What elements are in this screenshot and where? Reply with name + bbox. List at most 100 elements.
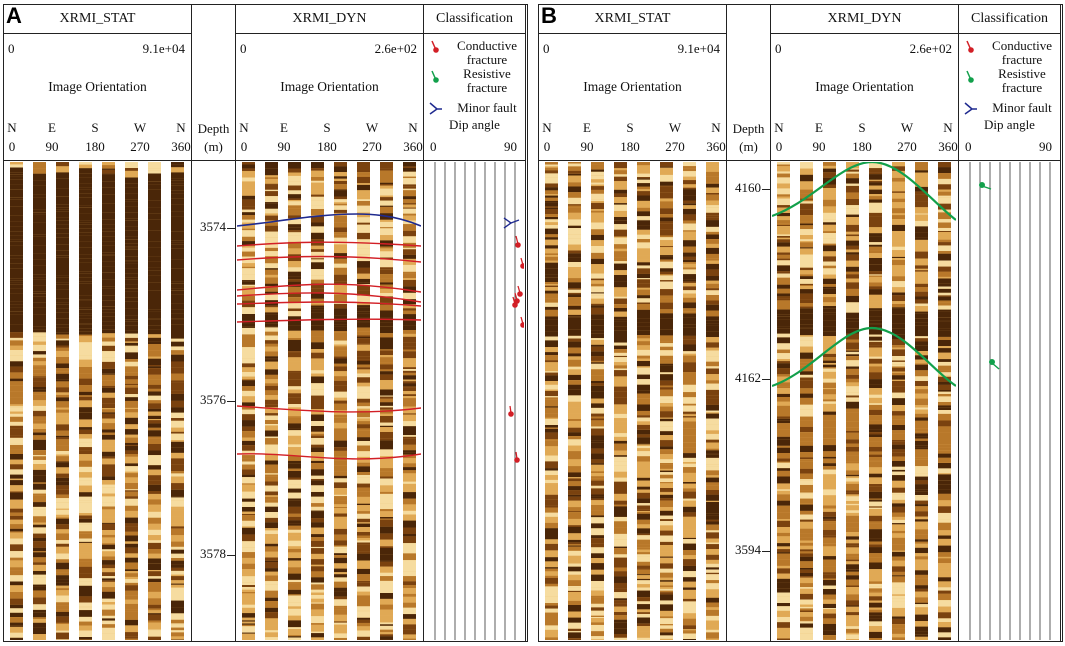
depth-unit: (m) [204, 139, 223, 154]
classification-title: Classification [971, 11, 1048, 26]
dyn-image-b [772, 162, 957, 640]
orientation-label: Image Orientation [583, 79, 682, 94]
dir-label: S [626, 120, 634, 135]
resistive-fracture-trace [772, 162, 956, 221]
conductive-tadpole [508, 405, 514, 417]
deg-label: 90 [45, 139, 59, 154]
conductive-fracture-trace [237, 301, 421, 307]
orientation-label: Image Orientation [815, 79, 914, 94]
depth-tick: 3594 [735, 542, 770, 558]
dir-label: N [774, 120, 784, 135]
deg-label: 0 [543, 139, 551, 154]
stat-image-b [540, 162, 725, 640]
deg-label: 360 [706, 139, 726, 154]
legend-fault-label: Minor fault [992, 100, 1052, 115]
deg-label: 270 [130, 139, 150, 154]
depth-track-a: Depth (m) 3574 3576 3578 [192, 5, 236, 641]
classification-track-a: Classification Conductive fracture Resis… [424, 5, 526, 641]
panel-a: XRMI_STAT 0 9.1e+04 Image Orientation N … [3, 3, 528, 642]
deg-label: 180 [85, 139, 105, 154]
panel-label-b: B [541, 3, 557, 28]
dip-scale-min: 0 [965, 139, 972, 154]
stat-scale-min: 0 [543, 41, 550, 56]
conductive-fracture-trace [237, 405, 421, 413]
conductive-tadpole [515, 235, 521, 248]
deg-label: 360 [938, 139, 958, 154]
dir-label: S [323, 120, 331, 135]
dip-angle-label: Dip angle [984, 117, 1035, 132]
dyn-track-a: XRMI_DYN 0 2.6e+02 Image Orientation N E… [236, 5, 424, 641]
dip-angle-label: Dip angle [449, 117, 500, 132]
depth-tick: 3574 [200, 219, 235, 235]
dir-label: N [239, 120, 249, 135]
deg-label: 360 [403, 139, 423, 154]
dip-scale-max: 90 [1039, 139, 1052, 154]
depth-tick: 4160 [735, 180, 770, 196]
deg-label: 180 [620, 139, 640, 154]
deg-label: 0 [8, 139, 16, 154]
panel-b: XRMI_STAT 0 9.1e+04 Image Orientation N … [538, 3, 1063, 642]
dir-label: N [943, 120, 953, 135]
deg-label: 270 [362, 139, 382, 154]
dir-label: W [133, 120, 147, 135]
dir-label: W [365, 120, 379, 135]
orientation-label: Image Orientation [48, 79, 147, 94]
stat-scale-max: 9.1e+04 [142, 41, 185, 56]
deg-label: 90 [812, 139, 826, 154]
stat-title: XRMI_STAT [59, 11, 136, 26]
dyn-title: XRMI_DYN [827, 11, 902, 26]
deg-label: 0 [775, 139, 783, 154]
dyn-scale-min: 0 [775, 41, 782, 56]
deg-label: 90 [580, 139, 594, 154]
dyn-image-a [237, 162, 422, 640]
dir-label: N [176, 120, 186, 135]
resistive-tadpole [979, 182, 992, 190]
depth-header: Depth [197, 121, 230, 136]
classification-title: Classification [436, 11, 513, 26]
dyn-track-b: XRMI_DYN 0 2.6e+02 Image Orientation N E… [771, 5, 959, 641]
dir-label: E [48, 120, 56, 135]
conductive-fracture-trace [237, 241, 421, 247]
dir-label: W [900, 120, 914, 135]
stat-scale-min: 0 [8, 41, 15, 56]
dip-scale-max: 90 [504, 139, 517, 154]
depth-tick: 3578 [200, 546, 235, 562]
conductive-tadpole [520, 257, 524, 269]
conductive-fracture-trace [237, 255, 421, 263]
dip-track-b [960, 162, 1059, 640]
conductive-tadpole [520, 316, 524, 328]
stat-track-b: XRMI_STAT 0 9.1e+04 Image Orientation N … [539, 5, 727, 641]
fault-trace [237, 213, 421, 227]
dir-label: N [7, 120, 17, 135]
conductive-fracture-trace [237, 283, 421, 293]
dir-label: W [668, 120, 682, 135]
dyn-title: XRMI_DYN [292, 11, 367, 26]
dip-scale-min: 0 [430, 139, 437, 154]
dyn-scale-max: 2.6e+02 [909, 41, 952, 56]
dip-track-a [425, 162, 524, 640]
dir-label: N [711, 120, 721, 135]
deg-label: 0 [240, 139, 248, 154]
legend-fault-label: Minor fault [457, 100, 517, 115]
orientation-label: Image Orientation [280, 79, 379, 94]
resistive-tadpole [989, 359, 1000, 370]
conductive-fracture-trace [237, 453, 421, 460]
dir-label: N [408, 120, 418, 135]
panel-label-a: A [6, 3, 22, 28]
legend-resistive-label: Resistive fracture [463, 66, 511, 95]
deg-label: 270 [665, 139, 685, 154]
legend-conductive-label: Conductive fracture [457, 38, 517, 67]
depth-header: Depth [732, 121, 765, 136]
conductive-fracture-trace [237, 318, 421, 323]
deg-label: 90 [277, 139, 291, 154]
conductive-tadpole [514, 292, 520, 304]
fault-tadpole [503, 217, 520, 229]
dyn-scale-min: 0 [240, 41, 247, 56]
stat-title: XRMI_STAT [594, 11, 671, 26]
depth-track-b: Depth (m) 4160 4162 3594 [727, 5, 771, 641]
conductive-tadpole [517, 285, 523, 297]
depth-tick: 3576 [200, 392, 235, 408]
legend-conductive-label: Conductive fracture [992, 38, 1052, 67]
deg-label: 180 [852, 139, 872, 154]
dir-label: E [815, 120, 823, 135]
